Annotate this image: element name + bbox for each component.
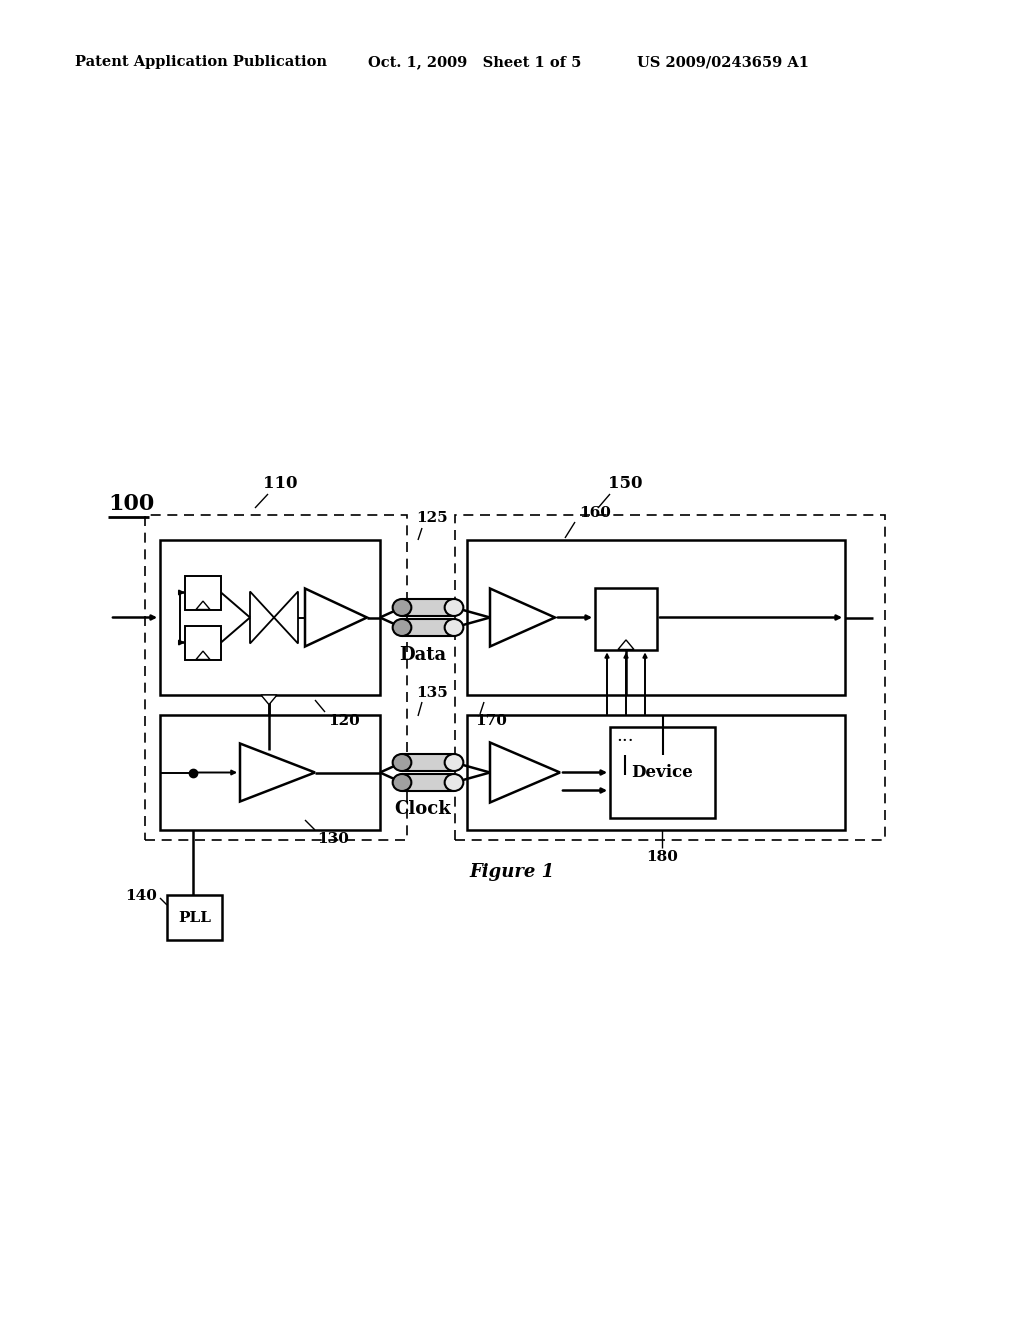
Text: 135: 135 bbox=[416, 686, 447, 700]
Polygon shape bbox=[618, 640, 634, 649]
Text: 170: 170 bbox=[475, 714, 507, 729]
Bar bbox=[590, 717, 660, 755]
Bar bbox=[402, 754, 454, 771]
Bar bbox=[145, 515, 407, 840]
Text: Data: Data bbox=[399, 645, 446, 664]
Text: 130: 130 bbox=[317, 832, 349, 846]
Ellipse shape bbox=[444, 754, 463, 771]
Polygon shape bbox=[490, 589, 555, 647]
Text: ...: ... bbox=[616, 727, 634, 744]
Text: Clock: Clock bbox=[394, 800, 452, 818]
Polygon shape bbox=[490, 742, 560, 803]
Ellipse shape bbox=[392, 619, 412, 636]
Text: Patent Application Publication: Patent Application Publication bbox=[75, 55, 327, 69]
Bar bbox=[160, 715, 380, 830]
Bar bbox=[160, 540, 380, 696]
Text: 120: 120 bbox=[328, 714, 359, 729]
Ellipse shape bbox=[392, 774, 412, 791]
Text: 160: 160 bbox=[579, 506, 611, 520]
Text: 150: 150 bbox=[608, 475, 642, 492]
Bar bbox=[402, 774, 454, 791]
Bar bbox=[610, 727, 715, 818]
Ellipse shape bbox=[444, 599, 463, 616]
Bar bbox=[595, 587, 657, 649]
Text: 110: 110 bbox=[263, 475, 297, 492]
Polygon shape bbox=[196, 601, 210, 610]
Polygon shape bbox=[240, 743, 315, 801]
Bar bbox=[455, 515, 885, 840]
Text: 100: 100 bbox=[108, 492, 155, 515]
Text: Oct. 1, 2009   Sheet 1 of 5: Oct. 1, 2009 Sheet 1 of 5 bbox=[368, 55, 582, 69]
Polygon shape bbox=[250, 591, 274, 644]
Polygon shape bbox=[305, 589, 367, 647]
Text: US 2009/0243659 A1: US 2009/0243659 A1 bbox=[637, 55, 809, 69]
Bar bbox=[185, 576, 221, 610]
Polygon shape bbox=[274, 591, 298, 644]
Ellipse shape bbox=[392, 754, 412, 771]
Bar bbox=[185, 626, 221, 660]
Text: 125: 125 bbox=[416, 511, 447, 525]
Bar bbox=[402, 599, 454, 616]
Bar bbox=[467, 715, 845, 830]
Bar bbox=[402, 619, 454, 636]
Text: PLL: PLL bbox=[178, 911, 211, 924]
Text: Device: Device bbox=[632, 764, 693, 781]
Ellipse shape bbox=[392, 599, 412, 616]
Ellipse shape bbox=[444, 619, 463, 636]
Bar bbox=[467, 540, 845, 696]
Polygon shape bbox=[196, 651, 210, 660]
Text: Figure 1: Figure 1 bbox=[469, 863, 555, 880]
Bar bbox=[167, 895, 222, 940]
Polygon shape bbox=[261, 696, 278, 705]
Text: 140: 140 bbox=[125, 888, 157, 903]
Ellipse shape bbox=[444, 774, 463, 791]
Text: 180: 180 bbox=[646, 850, 678, 865]
